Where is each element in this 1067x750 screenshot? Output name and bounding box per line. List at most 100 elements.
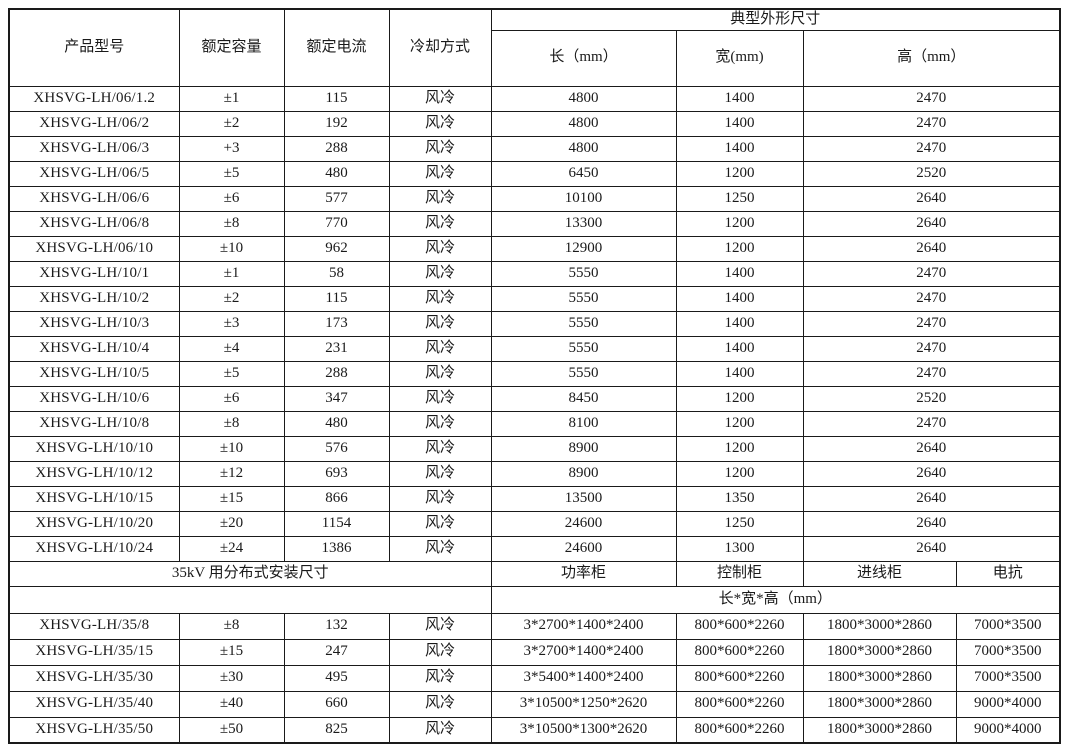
header-rated-current: 额定电流 bbox=[283, 8, 390, 87]
header-product-model: 产品型号 bbox=[8, 8, 180, 87]
cell-cooling: 风冷 bbox=[388, 310, 492, 337]
cell-height: 2640 bbox=[802, 535, 1061, 562]
header-length-mm: 长（mm） bbox=[490, 29, 677, 87]
cell-current: 1154 bbox=[283, 510, 390, 537]
cell-current: 288 bbox=[283, 135, 390, 162]
cell-capacity: ±4 bbox=[178, 335, 285, 362]
cell-current: 1386 bbox=[283, 535, 390, 562]
cell-incoming-cabinet: 1800*3000*2860 bbox=[802, 664, 957, 692]
table-row: XHSVG-LH/10/8 ±8 480 风冷 8100 1200 2470 bbox=[8, 410, 1061, 437]
cell-length: 10100 bbox=[490, 185, 677, 212]
cell-capacity: ±50 bbox=[178, 716, 285, 744]
cell-width: 1200 bbox=[675, 435, 804, 462]
cell-current: 495 bbox=[283, 664, 390, 692]
cell-length: 8900 bbox=[490, 435, 677, 462]
kv35-rows: XHSVG-LH/35/8 ±8 132 风冷 3*2700*1400*2400 800*… bbox=[8, 612, 1061, 744]
cell-height: 2470 bbox=[802, 410, 1061, 437]
header-height-mm: 高（mm） bbox=[802, 29, 1061, 87]
cell-height: 2640 bbox=[802, 460, 1061, 487]
cell-current: 173 bbox=[283, 310, 390, 337]
cell-model: XHSVG-LH/35/50 bbox=[8, 716, 180, 744]
cell-reactor: 9000*4000 bbox=[955, 716, 1061, 744]
cell-cooling: 风冷 bbox=[388, 360, 492, 387]
cell-model: XHSVG-LH/06/1.2 bbox=[8, 85, 180, 112]
table-row: XHSVG-LH/06/2 ±2 192 风冷 4800 1400 2470 bbox=[8, 110, 1061, 137]
cell-current: 962 bbox=[283, 235, 390, 262]
table-row: XHSVG-LH/10/15 ±15 866 风冷 13500 1350 2640 bbox=[8, 485, 1061, 512]
cell-width: 1400 bbox=[675, 310, 804, 337]
cell-capacity: ±15 bbox=[178, 638, 285, 666]
cell-height: 2470 bbox=[802, 135, 1061, 162]
cell-capacity: ±8 bbox=[178, 612, 285, 640]
table-row: XHSVG-LH/06/6 ±6 577 风冷 10100 1250 2640 bbox=[8, 185, 1061, 212]
cell-cooling: 风冷 bbox=[388, 435, 492, 462]
cell-cooling: 风冷 bbox=[388, 160, 492, 187]
cell-length: 13500 bbox=[490, 485, 677, 512]
cell-model: XHSVG-LH/10/3 bbox=[8, 310, 180, 337]
table-row: XHSVG-LH/06/5 ±5 480 风冷 6450 1200 2520 bbox=[8, 160, 1061, 187]
table-row: XHSVG-LH/10/20 ±20 1154 风冷 24600 1250 2640 bbox=[8, 510, 1061, 537]
table-row: XHSVG-LH/35/50 ±50 825 风冷 3*10500*1300*2620 8… bbox=[8, 716, 1061, 744]
cell-current: 347 bbox=[283, 385, 390, 412]
section-35kv-header: 35kV 用分布式安装尺寸 功率柜 控制柜 进线柜 电抗 长*宽*高（mm） bbox=[8, 560, 1061, 614]
cell-capacity: ±12 bbox=[178, 460, 285, 487]
cell-control-cabinet: 800*600*2260 bbox=[675, 690, 804, 718]
header-lwh-mm: 长*宽*高（mm） bbox=[490, 585, 1061, 614]
cell-width: 1200 bbox=[675, 160, 804, 187]
cell-model: XHSVG-LH/10/20 bbox=[8, 510, 180, 537]
cell-current: 866 bbox=[283, 485, 390, 512]
header-control-cabinet: 控制柜 bbox=[675, 560, 804, 587]
cell-cooling: 风冷 bbox=[388, 285, 492, 312]
table-row: XHSVG-LH/35/40 ±40 660 风冷 3*10500*1250*2620 8… bbox=[8, 690, 1061, 718]
cell-length: 8900 bbox=[490, 460, 677, 487]
table-row: XHSVG-LH/10/10 ±10 576 风冷 8900 1200 2640 bbox=[8, 435, 1061, 462]
cell-length: 4800 bbox=[490, 135, 677, 162]
table-row: XHSVG-LH/35/30 ±30 495 风冷 3*5400*1400*2400 80… bbox=[8, 664, 1061, 692]
cell-current: 480 bbox=[283, 410, 390, 437]
cell-height: 2520 bbox=[802, 160, 1061, 187]
main-rows: XHSVG-LH/06/1.2 ±1 115 风冷 4800 1400 2470 XHSVG-… bbox=[8, 85, 1061, 562]
table-header: 产品型号 额定容量 额定电流 冷却方式 典型外形尺寸 长（mm） 宽(mm) 高… bbox=[8, 8, 1061, 87]
cell-cooling: 风冷 bbox=[388, 260, 492, 287]
cell-length: 5550 bbox=[490, 260, 677, 287]
table-row: XHSVG-LH/10/6 ±6 347 风冷 8450 1200 2520 bbox=[8, 385, 1061, 412]
cell-capacity: ±3 bbox=[178, 310, 285, 337]
cell-height: 2470 bbox=[802, 335, 1061, 362]
cell-model: XHSVG-LH/10/24 bbox=[8, 535, 180, 562]
cell-cooling: 风冷 bbox=[388, 135, 492, 162]
cell-height: 2470 bbox=[802, 260, 1061, 287]
cell-height: 2640 bbox=[802, 435, 1061, 462]
cell-width: 1200 bbox=[675, 410, 804, 437]
cell-cooling: 风冷 bbox=[388, 510, 492, 537]
cell-control-cabinet: 800*600*2260 bbox=[675, 638, 804, 666]
table-row: XHSVG-LH/10/5 ±5 288 风冷 5550 1400 2470 bbox=[8, 360, 1061, 387]
cell-cooling: 风冷 bbox=[388, 638, 492, 666]
cell-power-cabinet: 3*10500*1250*2620 bbox=[490, 690, 677, 718]
cell-width: 1250 bbox=[675, 185, 804, 212]
cell-cooling: 风冷 bbox=[388, 235, 492, 262]
header-typical-dimensions-group: 典型外形尺寸 bbox=[490, 8, 1061, 31]
cell-current: 288 bbox=[283, 360, 390, 387]
cell-width: 1200 bbox=[675, 235, 804, 262]
cell-current: 192 bbox=[283, 110, 390, 137]
cell-capacity: ±5 bbox=[178, 360, 285, 387]
cell-model: XHSVG-LH/35/40 bbox=[8, 690, 180, 718]
cell-model: XHSVG-LH/10/12 bbox=[8, 460, 180, 487]
cell-length: 5550 bbox=[490, 360, 677, 387]
cell-cooling: 风冷 bbox=[388, 85, 492, 112]
table-row: XHSVG-LH/10/24 ±24 1386 风冷 24600 1300 2640 bbox=[8, 535, 1061, 562]
cell-model: XHSVG-LH/10/2 bbox=[8, 285, 180, 312]
cell-width: 1200 bbox=[675, 385, 804, 412]
cell-incoming-cabinet: 1800*3000*2860 bbox=[802, 612, 957, 640]
cell-length: 5550 bbox=[490, 285, 677, 312]
cell-model: XHSVG-LH/10/8 bbox=[8, 410, 180, 437]
cell-model: XHSVG-LH/35/30 bbox=[8, 664, 180, 692]
section-35kv-title: 35kV 用分布式安装尺寸 bbox=[8, 560, 492, 587]
cell-capacity: ±10 bbox=[178, 435, 285, 462]
cell-width: 1400 bbox=[675, 260, 804, 287]
cell-cooling: 风冷 bbox=[388, 716, 492, 744]
cell-incoming-cabinet: 1800*3000*2860 bbox=[802, 690, 957, 718]
cell-model: XHSVG-LH/10/5 bbox=[8, 360, 180, 387]
header-rated-capacity: 额定容量 bbox=[178, 8, 285, 87]
cell-cooling: 风冷 bbox=[388, 185, 492, 212]
